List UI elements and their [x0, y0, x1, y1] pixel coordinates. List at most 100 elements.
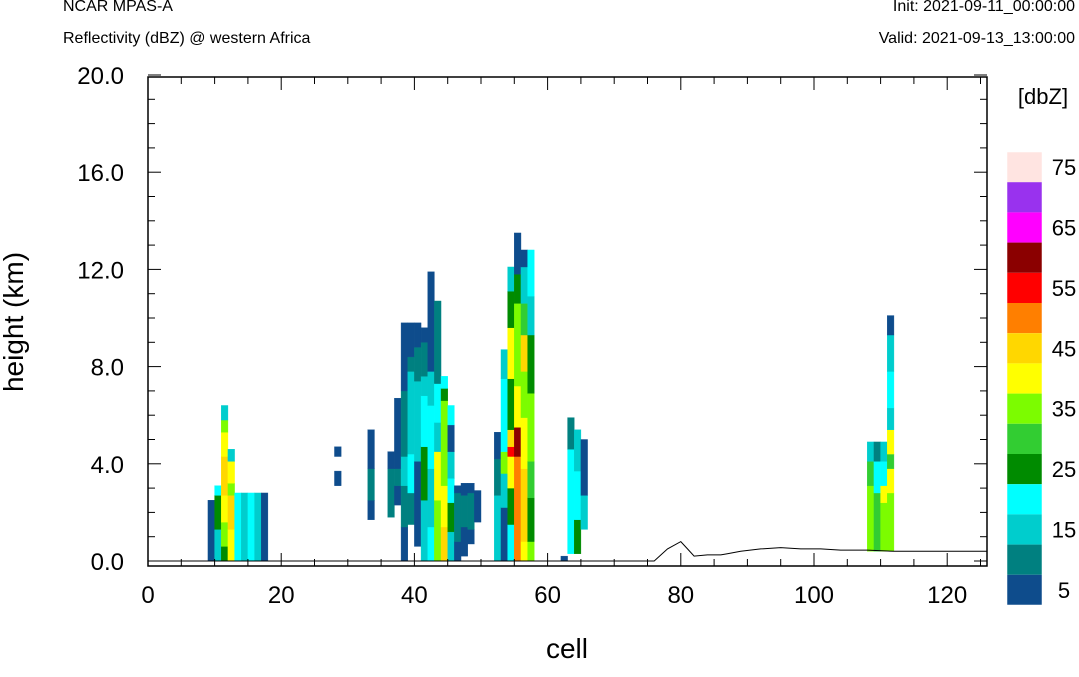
- reflectivity-cell: [507, 327, 515, 379]
- colorbar-box: [1007, 182, 1042, 213]
- reflectivity-cell: [221, 456, 229, 496]
- colorbar-box: [1007, 423, 1042, 454]
- reflectivity-cell: [520, 371, 528, 418]
- reflectivity-cell: [887, 371, 895, 409]
- reflectivity-cell: [434, 451, 442, 501]
- reflectivity-cell: [420, 395, 428, 447]
- reflectivity-cell: [400, 485, 408, 528]
- reflectivity-cell: [221, 521, 229, 547]
- colorbar-label: 35: [1052, 397, 1076, 422]
- reflectivity-cell: [427, 371, 435, 406]
- reflectivity-cell: [387, 468, 395, 518]
- reflectivity-cell: [574, 519, 582, 554]
- reflectivity-cell: [520, 468, 528, 542]
- reflectivity-cell: [494, 458, 502, 496]
- colorbar-box: [1007, 574, 1042, 605]
- reflectivity-cell: [214, 485, 222, 496]
- reflectivity-cell: [560, 555, 568, 562]
- reflectivity-cell: [427, 468, 435, 528]
- colorbar-label: 45: [1052, 336, 1076, 361]
- colorbar-box: [1007, 484, 1042, 515]
- reflectivity-cell: [507, 291, 515, 328]
- reflectivity-cell: [407, 322, 415, 358]
- colorbar-box: [1007, 272, 1042, 303]
- reflectivity-cell: [440, 526, 448, 562]
- reflectivity-cell: [221, 495, 229, 523]
- axis-ticks: [147, 74, 987, 566]
- reflectivity-cell: [400, 322, 408, 392]
- reflectivity-cell: [254, 492, 262, 562]
- y-tick-label: 0.0: [91, 549, 124, 576]
- reflectivity-cell: [447, 405, 455, 426]
- colorbar-box: [1007, 514, 1042, 545]
- reflectivity-cell: [527, 497, 535, 542]
- reflectivity-cell: [241, 492, 249, 562]
- reflectivity-cell: [500, 473, 508, 508]
- colorbar-label: 25: [1052, 457, 1076, 482]
- reflectivity-cell: [880, 441, 888, 462]
- reflectivity-cell: [400, 390, 408, 457]
- colorbar-label: 75: [1052, 155, 1076, 180]
- reflectivity-cell: [420, 327, 428, 343]
- reflectivity-cell: [514, 385, 522, 428]
- colorbar-box: [1007, 333, 1042, 364]
- reflectivity-cell: [467, 529, 475, 545]
- reflectivity-cell: [867, 461, 875, 486]
- reflectivity-cell: [507, 266, 515, 292]
- reflectivity-cell: [520, 417, 528, 469]
- x-tick-label: 40: [401, 582, 428, 609]
- model-title: NCAR MPAS-A: [63, 0, 173, 15]
- reflectivity-cell: [434, 383, 442, 423]
- reflectivity-cell: [407, 453, 415, 494]
- reflectivity-cell: [440, 485, 448, 528]
- reflectivity-cell: [520, 249, 528, 268]
- colorbar-frame: [1006, 151, 1043, 606]
- reflectivity-cell: [394, 397, 402, 469]
- reflectivity-cell: [520, 303, 528, 336]
- reflectivity-cell: [494, 432, 502, 460]
- reflectivity-cell: [467, 483, 475, 494]
- reflectivity-cell: [880, 485, 888, 503]
- reflectivity-cell: [214, 529, 222, 562]
- x-tick-labels: 0 20 40 60 80 100 120: [141, 582, 967, 609]
- reflectivity-cell: [367, 468, 375, 501]
- reflectivity-cell: [207, 500, 215, 562]
- reflectivity-cell: [447, 502, 455, 533]
- reflectivity-cell: [247, 492, 255, 562]
- reflectivity-cell: [407, 371, 415, 455]
- reflectivity-cell: [414, 322, 422, 348]
- chart-subtitle: Reflectivity (dBZ) @ western Africa: [63, 30, 311, 47]
- x-axis-label: cell: [546, 633, 588, 664]
- reflectivity-cell: [454, 541, 462, 562]
- reflectivity-cell: [887, 334, 895, 372]
- reflectivity-cell: [454, 492, 462, 542]
- colorbar-label: 15: [1052, 518, 1076, 543]
- reflectivity-cell: [527, 393, 535, 462]
- reflectivity-cell: [214, 495, 222, 530]
- reflectivity-cell: [334, 446, 342, 457]
- x-tick-label: 100: [794, 582, 834, 609]
- reflectivity-cell: [574, 470, 582, 520]
- reflectivity-cell: [407, 356, 415, 372]
- x-tick-label: 60: [534, 582, 561, 609]
- valid-time: Valid: 2021-09-13_13:00:00: [878, 30, 1075, 47]
- reflectivity-cell: [221, 419, 229, 433]
- reflectivity-cell: [474, 490, 482, 523]
- reflectivity-cell: [434, 300, 442, 384]
- reflectivity-cell: [394, 468, 402, 486]
- reflectivity-cell: [867, 441, 875, 462]
- reflectivity-cell: [400, 526, 408, 562]
- reflectivity-cell: [440, 400, 448, 452]
- reflectivity-cell: [227, 461, 235, 484]
- colorbar: 5 15 25 35 45 55 65 75: [1006, 151, 1076, 606]
- reflectivity-cell: [400, 456, 408, 486]
- colorbar-box: [1007, 212, 1042, 243]
- reflectivity-cell: [567, 417, 575, 450]
- reflectivity-cell: [507, 456, 515, 489]
- reflectivity-cell: [887, 429, 895, 455]
- reflectivity-cell: [527, 541, 535, 562]
- reflectivity-cell: [460, 495, 468, 528]
- reflectivity-cell: [514, 427, 522, 457]
- colorbar-box: [1007, 152, 1042, 183]
